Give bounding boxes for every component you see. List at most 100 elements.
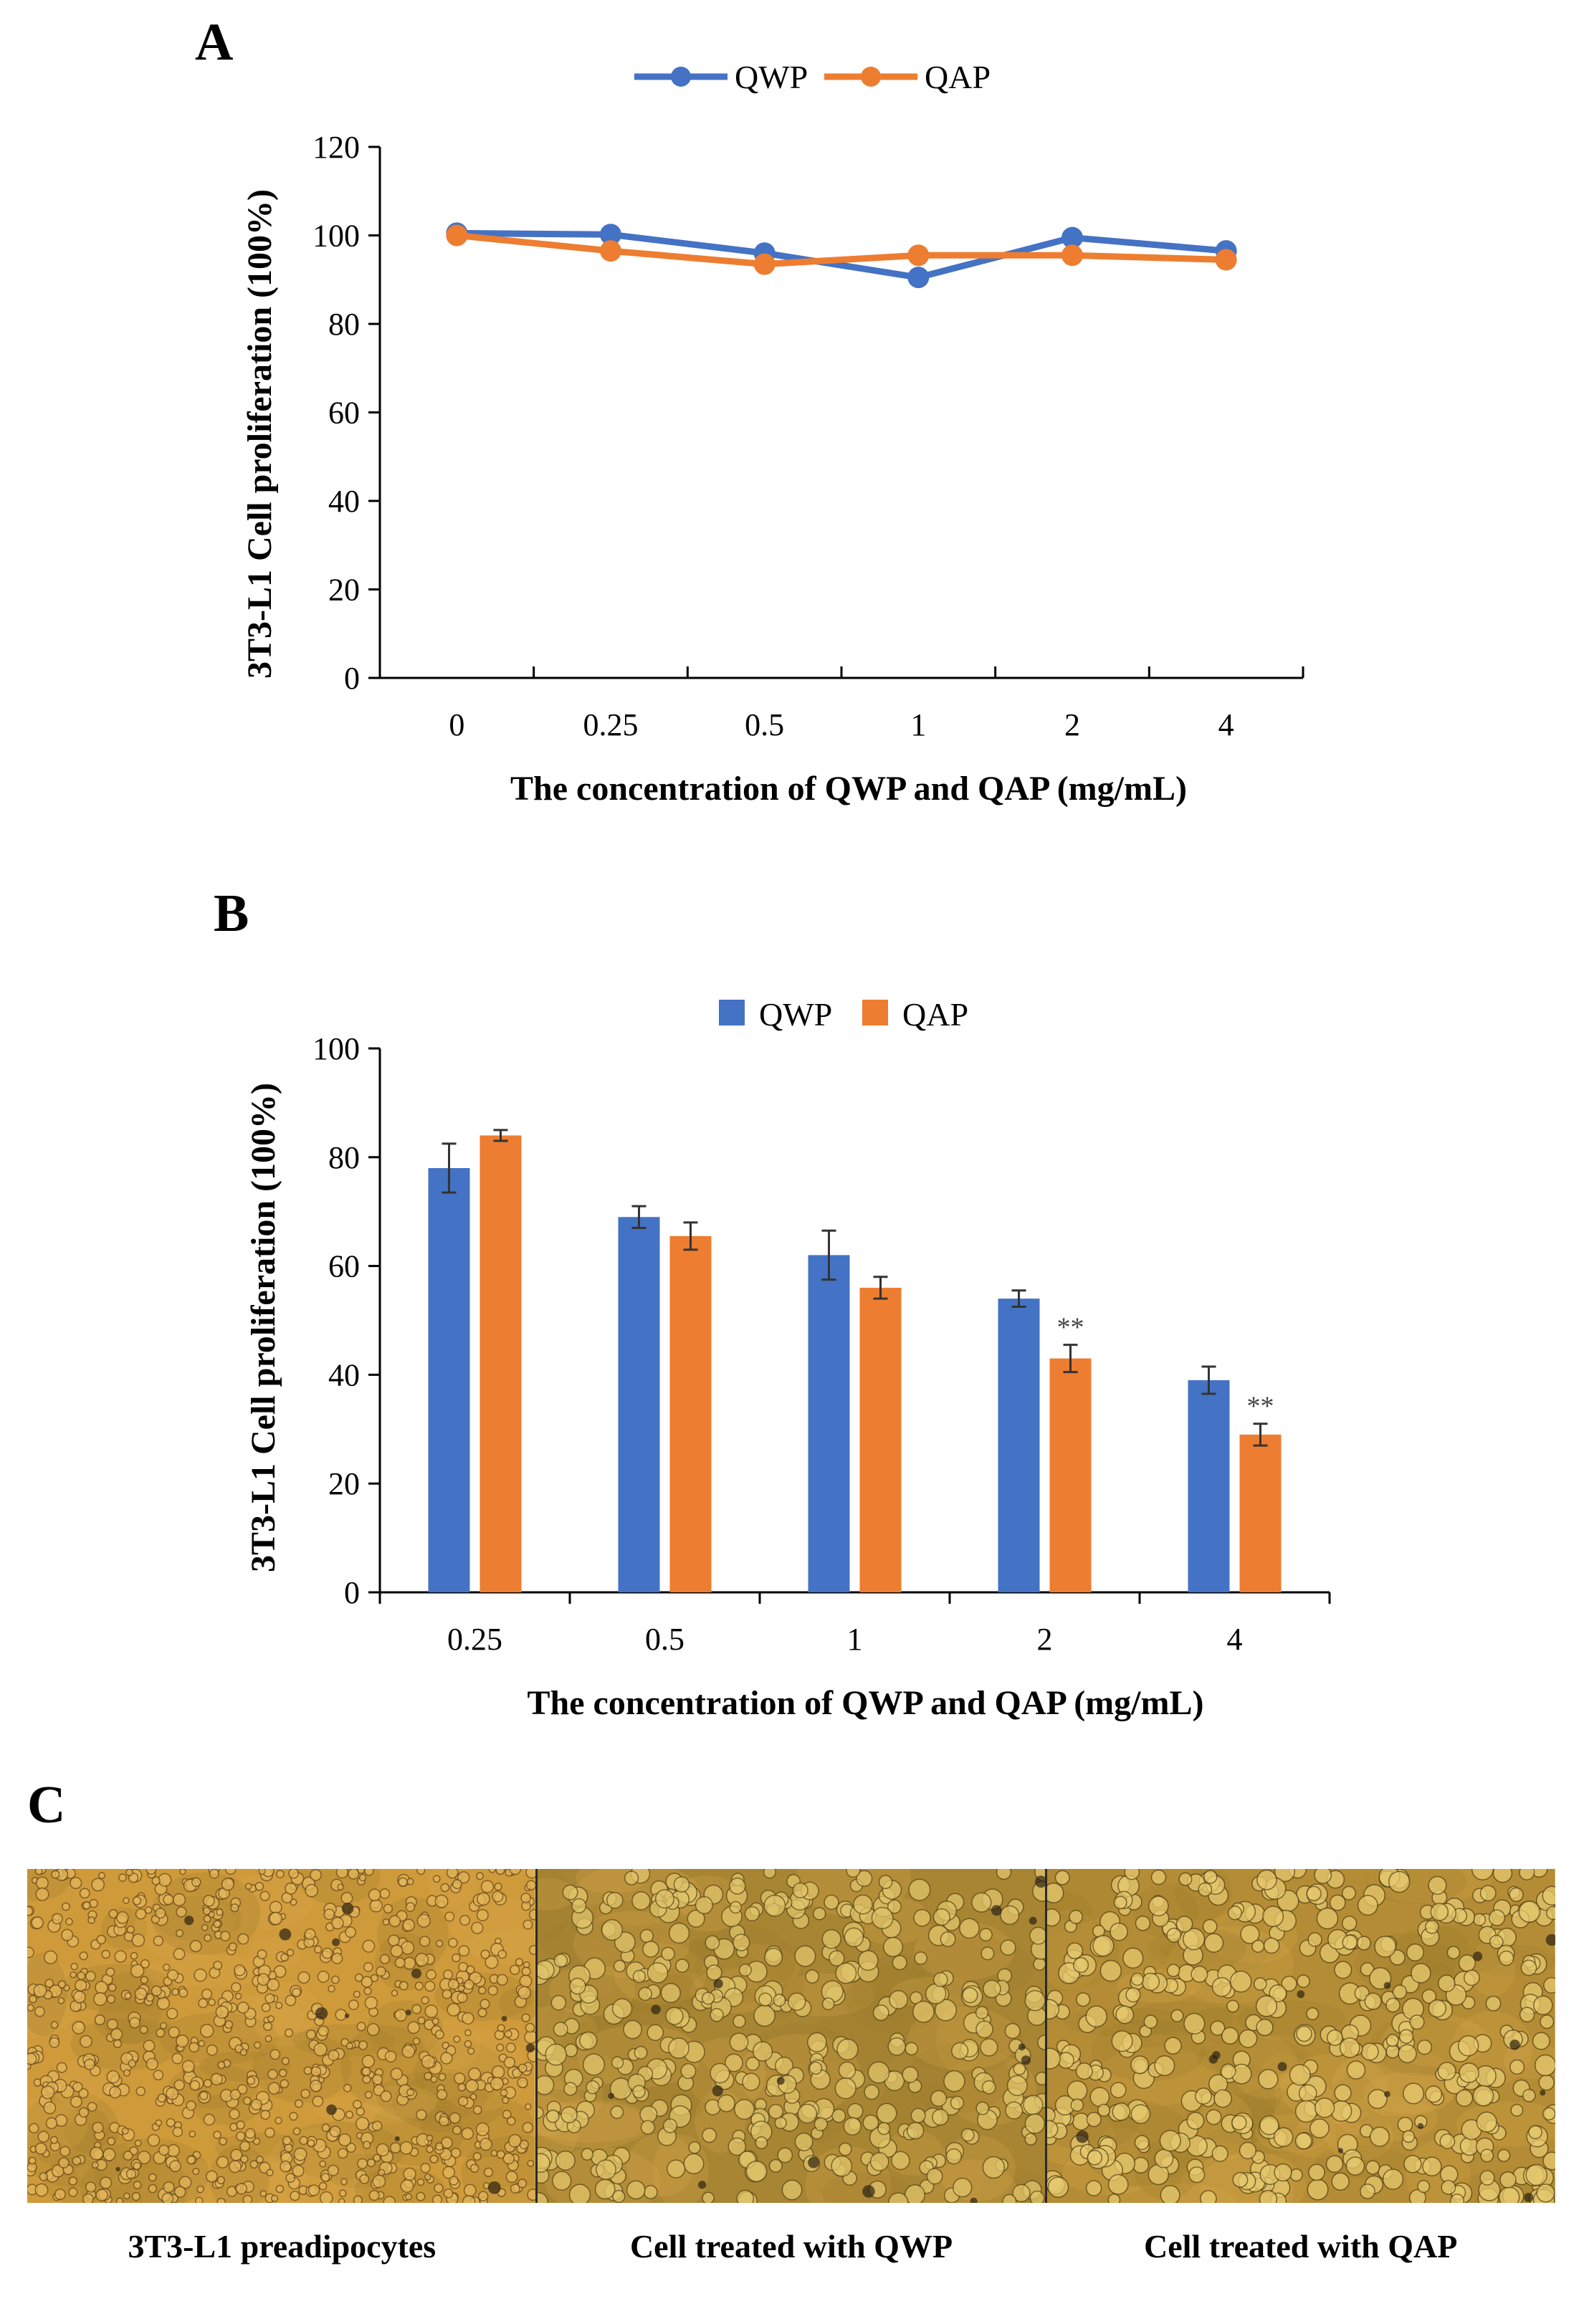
legend-label-qap: QAP [902, 996, 968, 1033]
x-tick-label: 4 [1218, 707, 1234, 742]
cell-shape [371, 2074, 383, 2085]
cell-shape [568, 2184, 591, 2203]
cell-shape [555, 2150, 576, 2171]
cell-shape [1148, 1895, 1170, 1917]
cell-shape [981, 1946, 995, 1961]
cell-shape [794, 2132, 814, 2151]
cell-shape [907, 1878, 931, 1901]
dark-speck [1297, 1990, 1305, 1999]
cell-shape [80, 2034, 92, 2048]
cell-shape [369, 1898, 383, 1913]
dark-speck [315, 2007, 328, 2020]
cell-shape [399, 1981, 409, 1991]
cell-shape [727, 2137, 746, 2156]
cell-shape [1183, 2012, 1206, 2035]
cell-shape [1542, 2107, 1556, 2120]
cell-shape [862, 2114, 879, 2131]
cell-shape [362, 1939, 376, 1953]
cell-shape [121, 2127, 129, 2135]
cell-shape [166, 2007, 178, 2019]
cell-shape [318, 2025, 329, 2037]
cell-shape [1089, 2087, 1110, 2108]
cell-shape [1439, 2133, 1456, 2149]
dark-speck [991, 1905, 1002, 1916]
cell-shape [401, 2045, 416, 2059]
cell-shape [439, 2115, 449, 2127]
cell-shape [44, 1979, 54, 1988]
x-tick-label: 4 [1227, 1622, 1243, 1657]
cell-shape [1029, 1926, 1046, 1945]
cell-shape [981, 2080, 996, 2095]
cell-shape [70, 2095, 82, 2108]
cell-shape [1528, 2125, 1543, 2140]
cell-shape [1002, 2194, 1017, 2203]
cell-shape [792, 1882, 808, 1899]
cell-shape [872, 2004, 889, 2022]
cell-shape [1510, 2103, 1524, 2117]
cell-shape [1458, 2035, 1479, 2057]
caption-qwp: Cell treated with QWP [629, 2228, 953, 2265]
cell-shape [1358, 1895, 1379, 1916]
cell-shape [70, 1971, 77, 1979]
dark-speck [1509, 2040, 1521, 2050]
cell-shape [93, 1991, 108, 2007]
cell-shape [1385, 1997, 1401, 2013]
y-tick-label: 60 [328, 1249, 360, 1284]
cell-shape [537, 2153, 550, 2173]
cell-shape [321, 1947, 333, 1959]
cell-shape [461, 2127, 474, 2141]
cell-shape [257, 1949, 267, 1960]
cell-shape [1520, 1959, 1537, 1976]
cell-shape [358, 1873, 367, 1882]
cell-shape [1097, 2103, 1111, 2117]
cell-shape [1509, 1887, 1525, 1903]
x-tick-label: 2 [1064, 707, 1080, 742]
bar-qap-4 [1239, 1434, 1282, 1592]
cell-shape [82, 1901, 91, 1910]
cell-shape [961, 1987, 978, 2004]
cell-shape [356, 2158, 368, 2169]
cell-shape [257, 1973, 270, 1986]
cell-shape [647, 1962, 669, 1984]
cell-shape [328, 1984, 335, 1993]
cell-shape [51, 1870, 60, 1879]
x-tick-label: 1 [910, 707, 926, 742]
cell-shape [421, 2055, 435, 2069]
dark-speck [279, 1928, 292, 1941]
cell-shape [285, 1994, 297, 2007]
point-qap-0.5 [753, 253, 776, 275]
cell-shape [1076, 2062, 1094, 2080]
significance-mark-2: ** [1057, 1313, 1084, 1343]
cell-shape [606, 1892, 624, 1909]
cell-shape [72, 2021, 86, 2034]
cell-shape [239, 2155, 249, 2163]
cell-shape [151, 1876, 161, 1885]
cell-shape [293, 2147, 307, 2161]
cell-shape [123, 1897, 130, 1904]
cell-shape [496, 2150, 505, 2159]
cell-shape [1176, 1916, 1193, 1933]
cell-shape [289, 2112, 298, 2121]
cell-shape [1099, 1959, 1122, 1982]
cell-shape [741, 2072, 760, 2091]
cell-shape [163, 2181, 175, 2194]
cell-shape [1269, 1984, 1287, 2003]
cell-shape [58, 2157, 70, 2168]
bar-qap-0.5 [669, 1235, 712, 1592]
cell-shape [1024, 1989, 1046, 2012]
cell-shape [1113, 1895, 1127, 1910]
cell-shape [331, 1952, 343, 1964]
cell-shape [242, 2194, 253, 2203]
cell-shape [869, 2152, 889, 2171]
cell-shape [310, 2066, 322, 2077]
cell-shape [123, 2151, 133, 2161]
cell-shape [337, 2148, 348, 2159]
cell-shape [1417, 2040, 1433, 2055]
cell-shape [631, 1891, 651, 1911]
cell-shape [452, 2125, 462, 2136]
cell-shape [1489, 1934, 1504, 1949]
cell-shape [82, 2193, 94, 2203]
cell-shape [338, 2133, 352, 2147]
cell-shape [43, 2101, 57, 2115]
cell-shape [1388, 1870, 1411, 1893]
